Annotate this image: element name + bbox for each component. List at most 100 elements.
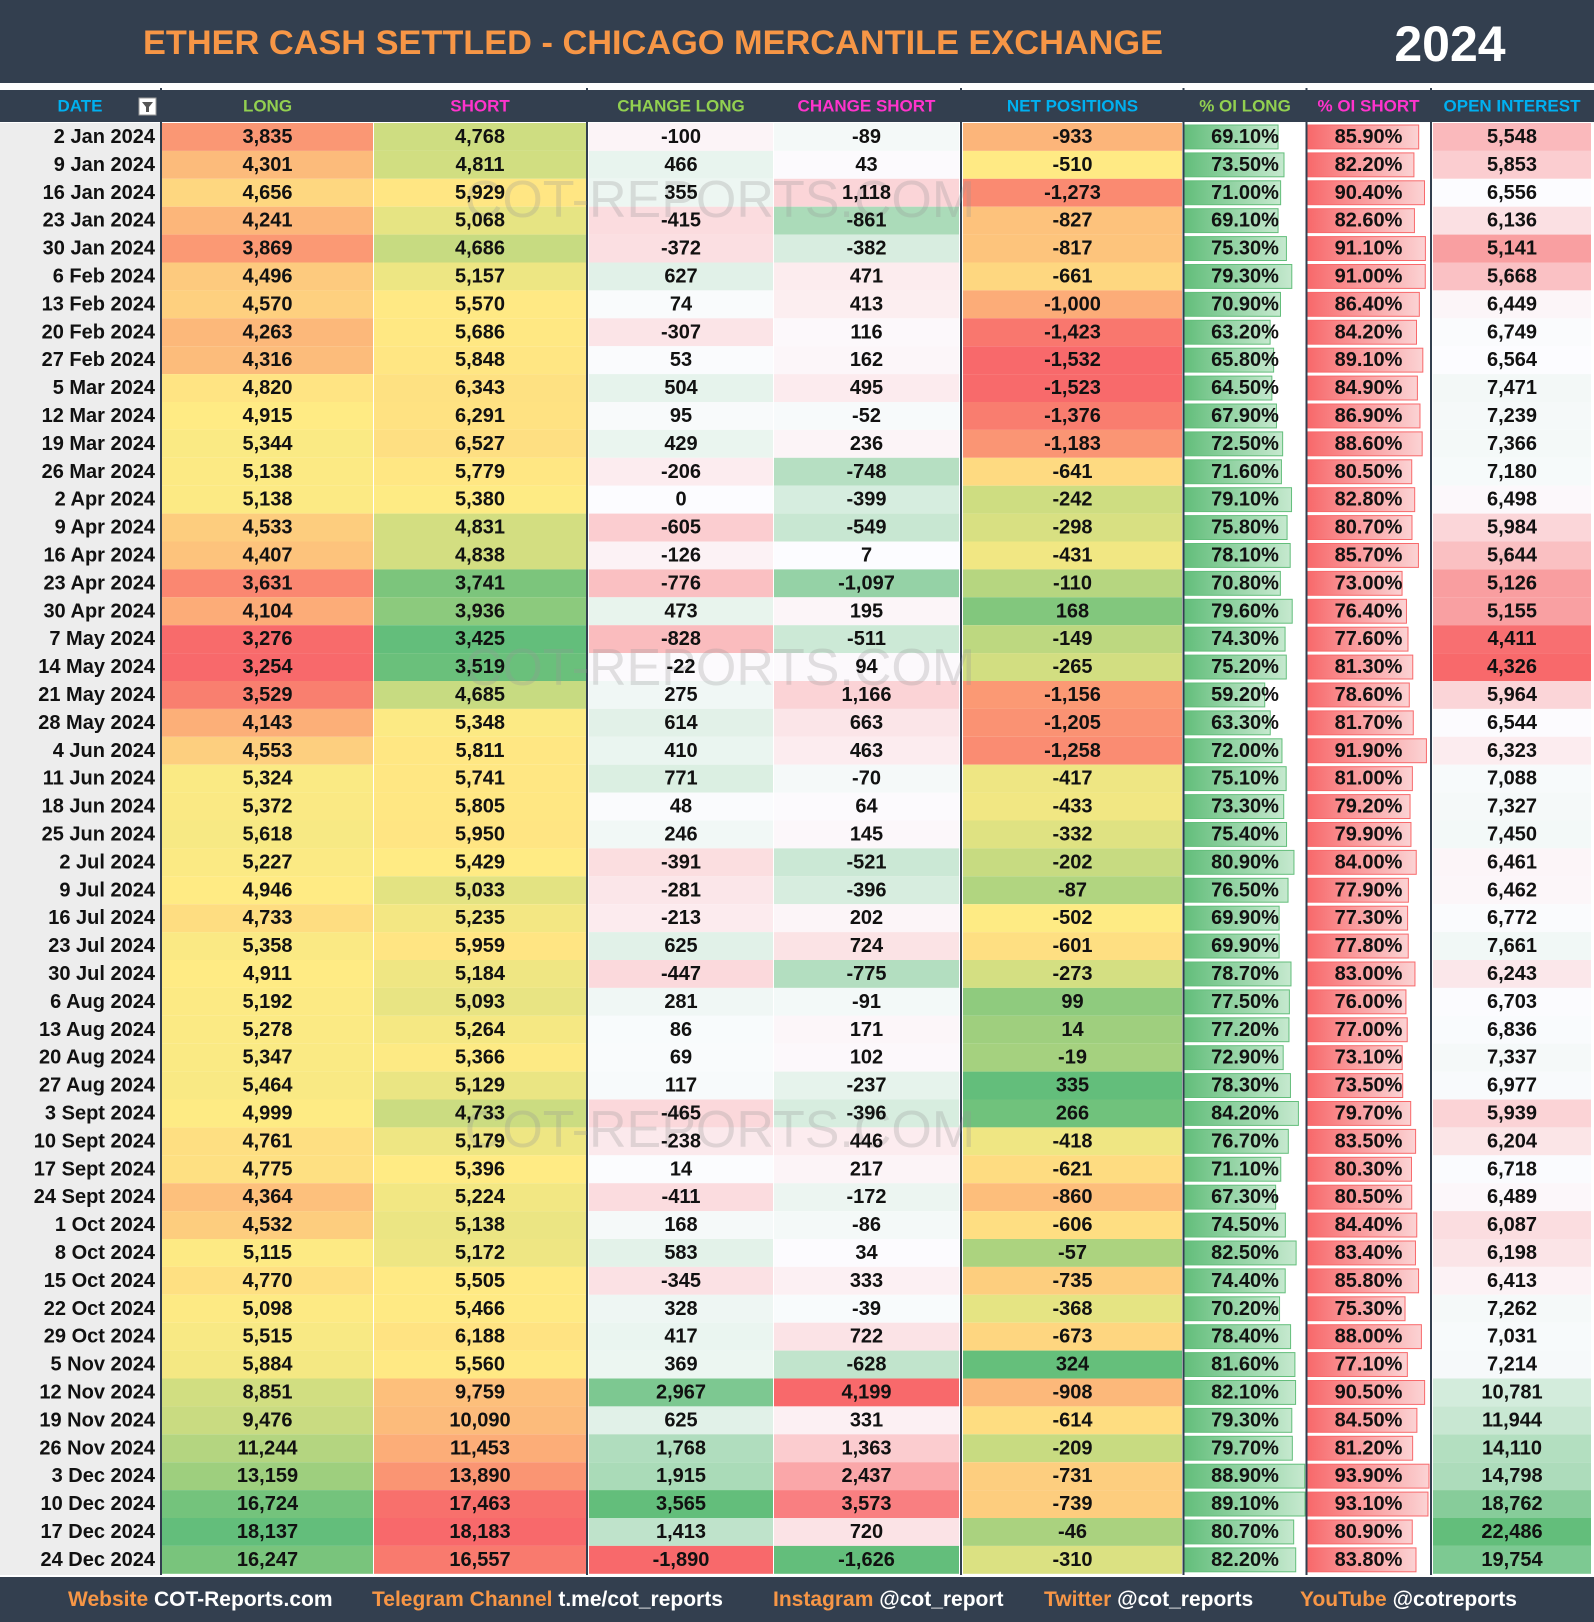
data-bar bbox=[1184, 543, 1291, 568]
value-cell: 79.70% bbox=[1335, 1102, 1403, 1124]
value-cell: 71.60% bbox=[1211, 461, 1279, 483]
value-cell: 4,241 bbox=[242, 210, 292, 232]
value-cell: 78.60% bbox=[1335, 684, 1403, 706]
footer-value: COT-Reports.com bbox=[154, 1588, 333, 1611]
value-cell: 91.10% bbox=[1335, 238, 1403, 260]
date-cell: 14 May 2024 bbox=[38, 656, 156, 678]
cell-bg bbox=[374, 1266, 586, 1295]
cell-bg bbox=[963, 960, 1182, 988]
value-cell: 5,366 bbox=[455, 1047, 505, 1069]
value-cell: -908 bbox=[1052, 1381, 1092, 1403]
value-cell: 67.30% bbox=[1211, 1186, 1279, 1208]
value-cell: 5,396 bbox=[455, 1158, 505, 1180]
cell-bg bbox=[1433, 1406, 1591, 1435]
cell-bg bbox=[162, 1322, 373, 1351]
cell-bg bbox=[1433, 262, 1591, 291]
cell-bg bbox=[589, 1127, 773, 1156]
cell-bg bbox=[774, 290, 959, 319]
cell-bg bbox=[162, 625, 373, 654]
value-cell: -860 bbox=[1052, 1186, 1092, 1208]
cell-bg bbox=[589, 1434, 773, 1463]
value-cell: 69.90% bbox=[1211, 935, 1279, 957]
data-bar bbox=[1307, 1296, 1406, 1322]
cell-bg bbox=[162, 541, 373, 570]
footer-link: Twitter @cot_reports bbox=[1044, 1588, 1253, 1611]
data-bar bbox=[1184, 431, 1284, 457]
value-cell: 4,364 bbox=[242, 1186, 293, 1208]
value-cell: 80.30% bbox=[1335, 1158, 1403, 1180]
value-cell: 413 bbox=[850, 293, 883, 315]
value-cell: -172 bbox=[846, 1186, 886, 1208]
cell-bg bbox=[162, 792, 373, 821]
value-cell: 86.40% bbox=[1335, 293, 1403, 315]
cell-bg bbox=[589, 429, 773, 458]
value-cell: 80.90% bbox=[1211, 851, 1279, 873]
cell-bg bbox=[589, 123, 773, 151]
value-cell: -1,097 bbox=[838, 572, 895, 594]
value-cell: 80.70% bbox=[1335, 517, 1403, 539]
value-cell: 324 bbox=[1056, 1354, 1090, 1376]
data-bar bbox=[1307, 124, 1420, 150]
cell-bg bbox=[162, 374, 373, 402]
value-cell: -126 bbox=[661, 544, 701, 566]
cell-bg bbox=[589, 597, 773, 626]
value-cell: 333 bbox=[850, 1270, 883, 1292]
value-cell: 73.50% bbox=[1211, 154, 1279, 176]
value-cell: 246 bbox=[664, 823, 697, 845]
cell-bg bbox=[589, 1239, 773, 1267]
cell-bg bbox=[1433, 457, 1591, 486]
data-bar bbox=[1184, 1101, 1299, 1126]
cell-bg bbox=[162, 1406, 373, 1435]
value-cell: -1,258 bbox=[1044, 740, 1101, 762]
cell-bg bbox=[589, 708, 773, 737]
cell-bg bbox=[1433, 234, 1591, 263]
footer-link: YouTube @cotreports bbox=[1300, 1588, 1517, 1611]
value-cell: 85.80% bbox=[1335, 1270, 1403, 1292]
cell-bg bbox=[374, 1127, 586, 1156]
cell-bg bbox=[774, 1462, 959, 1491]
cell-bg bbox=[774, 1183, 959, 1212]
data-bar bbox=[1307, 459, 1413, 485]
cell-bg bbox=[374, 1545, 586, 1574]
value-cell: 79.60% bbox=[1211, 600, 1279, 622]
value-cell: 81.30% bbox=[1335, 656, 1403, 678]
footer-link: Telegram Channel t.me/cot_reports bbox=[372, 1588, 723, 1611]
data-bar bbox=[1184, 1519, 1295, 1545]
value-cell: 495 bbox=[850, 377, 883, 399]
cell-bg bbox=[1433, 792, 1591, 821]
value-cell: -298 bbox=[1052, 517, 1092, 539]
cell-bg bbox=[774, 736, 959, 765]
value-cell: 10,090 bbox=[449, 1409, 510, 1431]
data-bar bbox=[1184, 849, 1295, 875]
date-cell: 10 Sept 2024 bbox=[34, 1130, 156, 1152]
data-bar bbox=[1307, 766, 1413, 792]
value-cell: 78.30% bbox=[1211, 1075, 1279, 1097]
value-cell: 5,068 bbox=[455, 210, 505, 232]
value-cell: 81.00% bbox=[1335, 768, 1403, 790]
date-cell: 23 Apr 2024 bbox=[43, 572, 155, 594]
value-cell: 5,184 bbox=[455, 963, 506, 985]
value-cell: 88.90% bbox=[1211, 1465, 1279, 1487]
value-cell: 9,759 bbox=[455, 1381, 505, 1403]
value-cell: 5,138 bbox=[455, 1214, 505, 1236]
value-cell: 625 bbox=[664, 1409, 697, 1431]
data-bar bbox=[1184, 1212, 1286, 1238]
cell-bg bbox=[589, 848, 773, 877]
value-cell: -273 bbox=[1052, 963, 1092, 985]
cell-bg bbox=[1433, 485, 1591, 514]
value-cell: -1,890 bbox=[653, 1549, 710, 1571]
value-cell: 4,999 bbox=[242, 1102, 292, 1124]
cell-bg bbox=[774, 653, 959, 681]
value-cell: 4,411 bbox=[1488, 628, 1537, 650]
value-cell: 8,851 bbox=[242, 1381, 292, 1403]
value-cell: -345 bbox=[661, 1270, 701, 1292]
value-cell: 75.40% bbox=[1211, 823, 1279, 845]
date-column-bg bbox=[0, 123, 160, 1575]
value-cell: 91.00% bbox=[1335, 265, 1403, 287]
cell-bg bbox=[162, 1462, 373, 1491]
cell-bg bbox=[589, 1071, 773, 1100]
value-cell: 583 bbox=[664, 1242, 697, 1264]
cell-bg bbox=[162, 653, 373, 681]
cell-bg bbox=[963, 625, 1182, 654]
value-cell: -310 bbox=[1052, 1549, 1092, 1571]
